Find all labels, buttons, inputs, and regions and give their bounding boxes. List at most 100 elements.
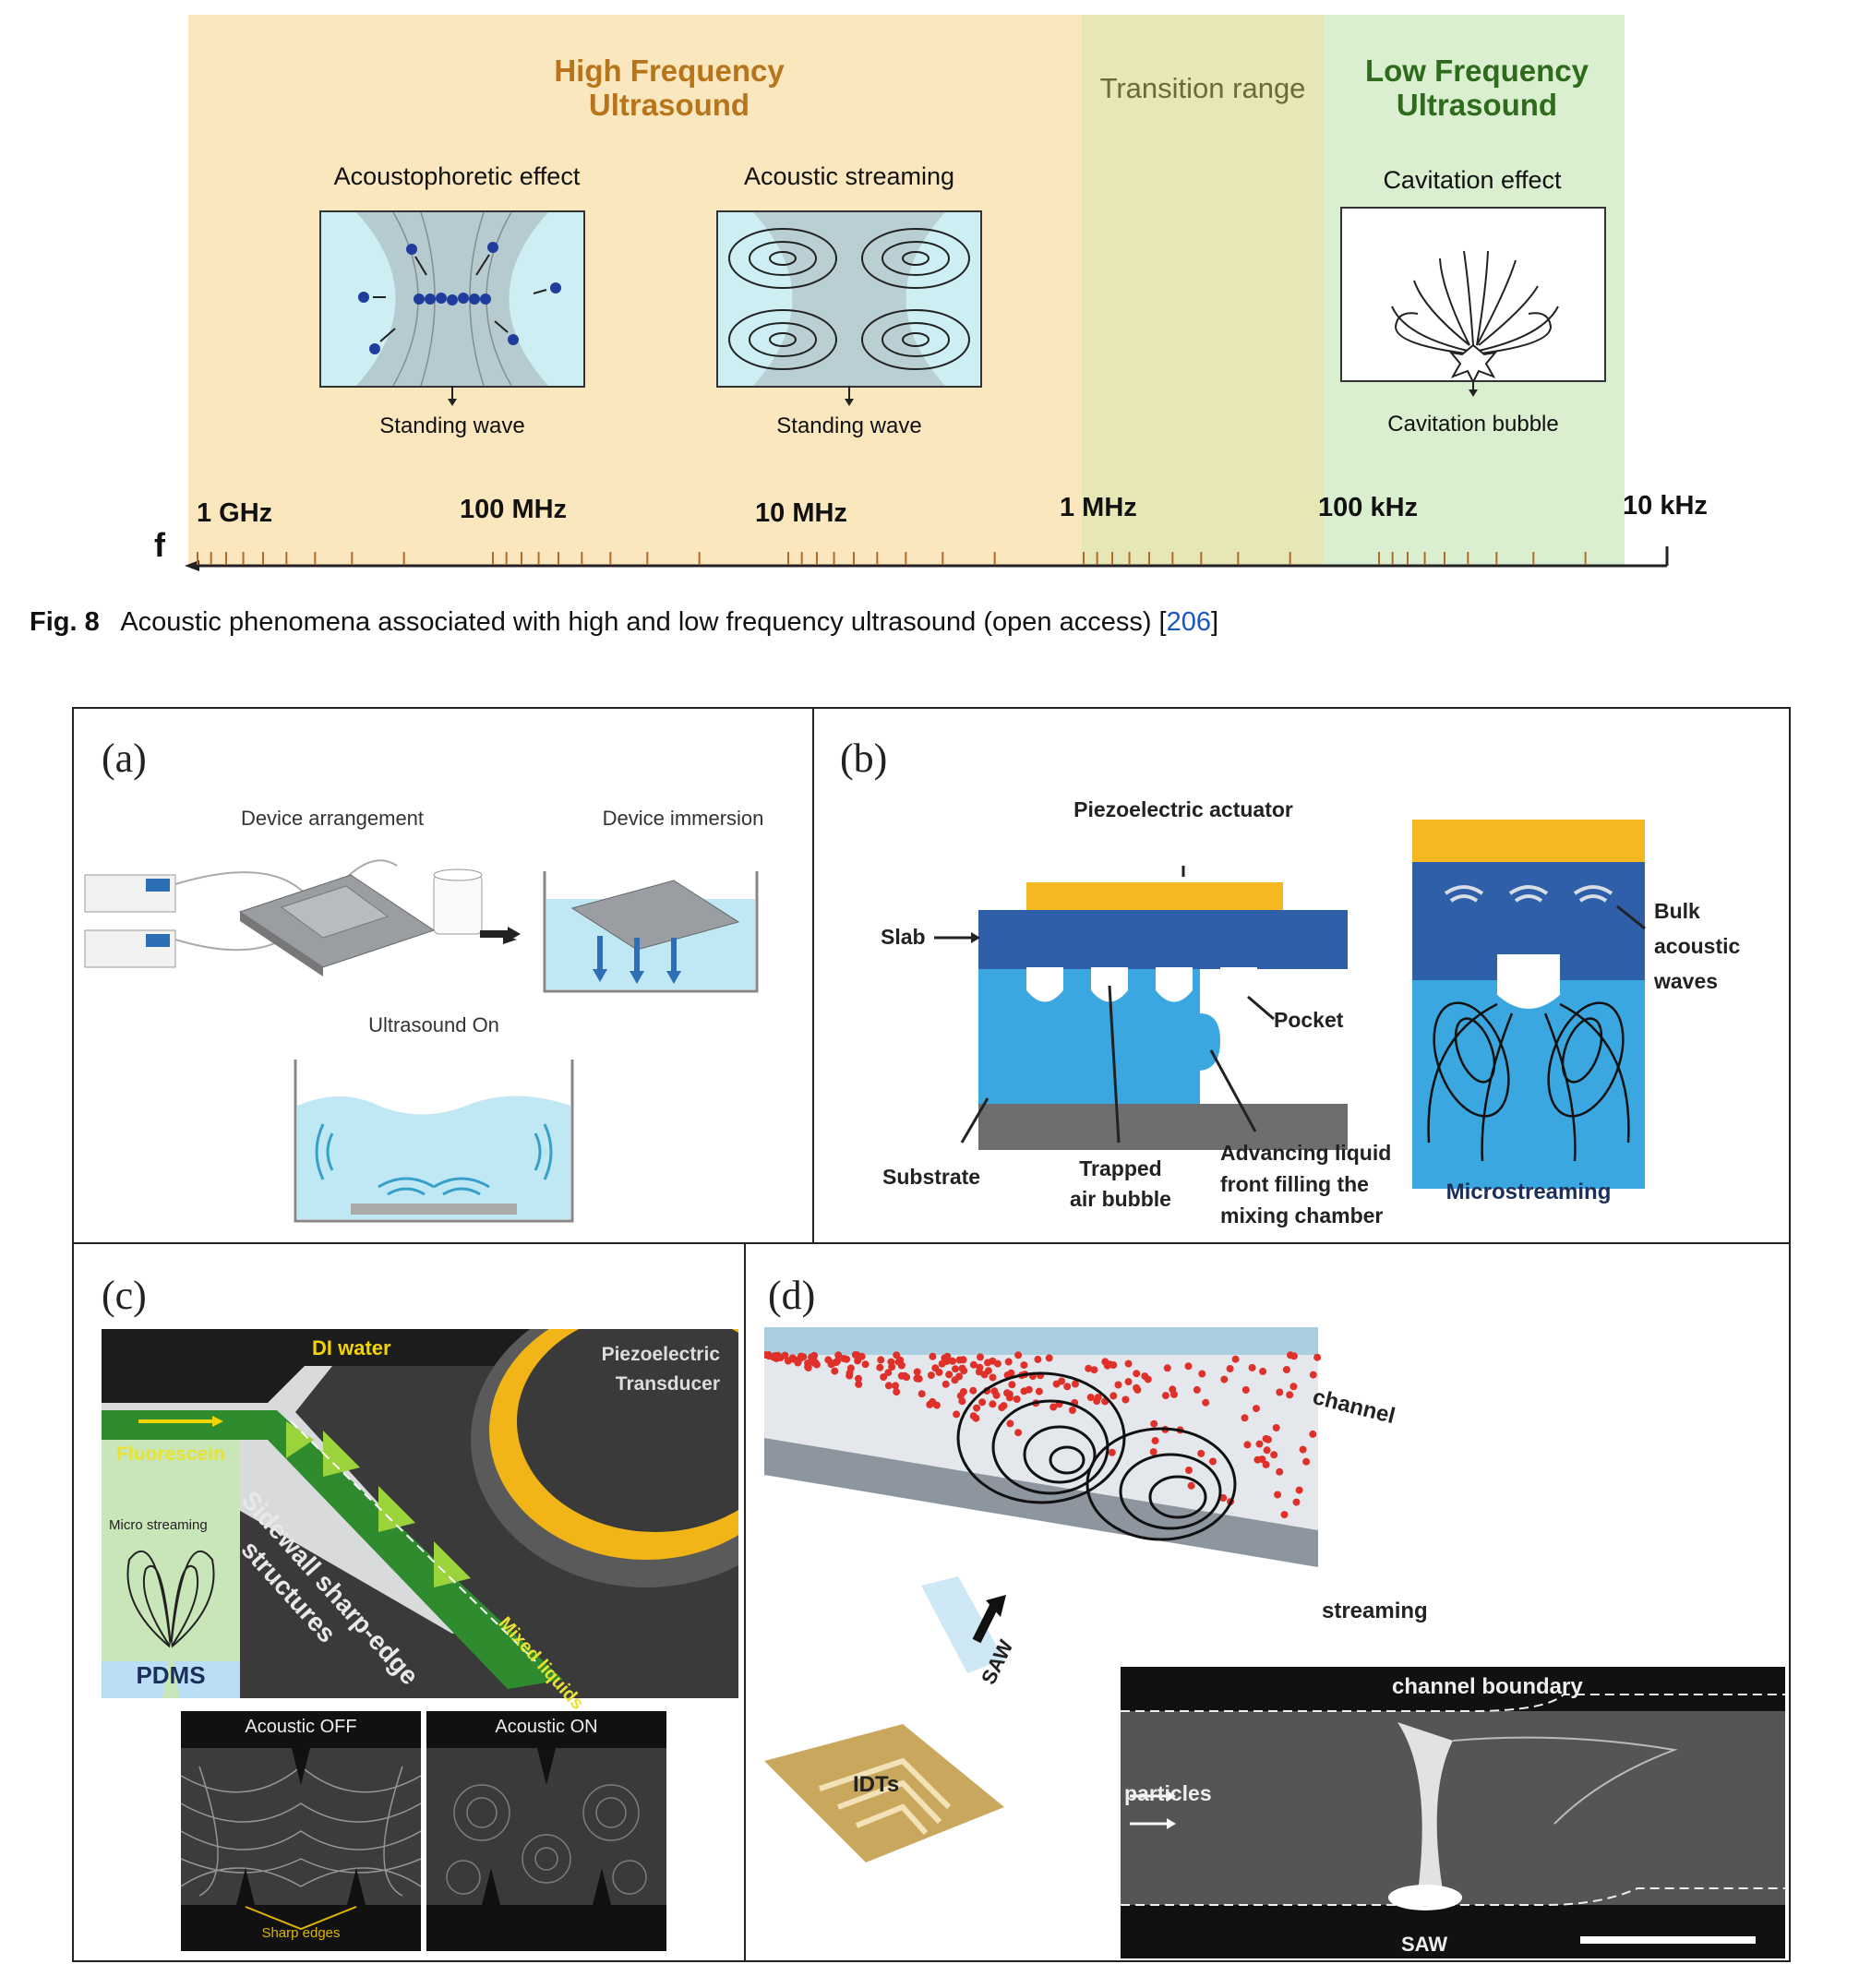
pdms-label: PDMS [136,1661,206,1689]
cavitation-diagram [1340,207,1606,397]
slab-label: Slab [881,925,926,949]
particle-dot [1014,1351,1023,1359]
device-immersion-diagram [480,871,759,993]
micro-streaming-label: Micro streaming [109,1517,208,1533]
piezo-transducer-label: Piezoelectric Transducer [572,1340,720,1399]
particle-dot [1313,1353,1322,1361]
particle-dot [1035,1387,1043,1395]
particle-dot [1045,1354,1053,1362]
substrate-label: Substrate [882,1165,981,1189]
particle-dot [1209,1457,1217,1466]
particle-dot [1289,1383,1298,1391]
particle-dot [833,1359,840,1366]
particle-dot [1287,1351,1294,1359]
particle-dot [1124,1359,1133,1368]
particle-dot [1005,1394,1013,1402]
particle-dot [884,1369,893,1377]
acoustic-streaming-diagram [716,210,982,406]
particle-dot [1248,1363,1256,1371]
panel-d-label: (d) [768,1273,816,1318]
particle-dot [1085,1364,1093,1372]
particle-dot [1243,1441,1252,1449]
particle-dot [945,1371,953,1379]
particle-dot [1068,1407,1076,1414]
particle-dot [846,1364,855,1372]
panel-a-label: (a) [102,736,147,781]
sharp-edges-label: Sharp edges [261,1925,341,1941]
particle-dot [1170,1390,1178,1398]
particle-dot [1014,1429,1023,1437]
particle-dot [969,1412,977,1420]
tick-10mhz: 10 MHz [755,498,847,528]
particle-dot [1187,1481,1195,1490]
piezo-transducer-line2: Transducer [615,1373,720,1395]
particle-dot [1276,1388,1284,1396]
particle-dot [831,1367,839,1375]
ultrasound-on-diagram [294,1060,574,1223]
panel-b-label: (b) [840,736,888,781]
particle-dot [1219,1494,1228,1502]
particle-dot [776,1354,785,1362]
channel-boundary-label: channel boundary [1392,1674,1583,1699]
particle-dot [935,1368,943,1376]
particle-dot [880,1373,888,1381]
particle-dot [1121,1395,1130,1404]
cavitation-bubble-label: Cavitation bubble [1387,412,1559,437]
particle-dot [1086,1394,1095,1401]
particle-dot [1263,1446,1271,1455]
fluorescein-label: Fluorescein [116,1443,225,1465]
particle-dot [1253,1455,1262,1464]
particle-dot [1270,1451,1278,1459]
particle-dot [887,1358,895,1366]
particle-dot [1198,1370,1206,1378]
acoustic-off-image [181,1711,421,1951]
particle-dot [784,1357,792,1365]
particle-dot [893,1388,901,1396]
particle-dot [854,1357,862,1365]
particle-dot [1265,1435,1272,1443]
particle-dot [1220,1375,1229,1383]
particle-dot [1108,1448,1116,1456]
particle-dot [853,1351,861,1359]
particle-dot [998,1404,1006,1412]
trapped-line1: Trapped [1079,1156,1162,1180]
advancing-line1: Advancing liquid [1220,1141,1392,1165]
particle-dot [855,1374,862,1383]
caption-label: Fig. 8 [30,607,100,637]
caption-ref-link[interactable]: 206 [1166,607,1211,637]
particle-dot [1090,1366,1098,1374]
particle-dot [1286,1391,1294,1399]
cavitation-title: Cavitation effect [1383,166,1562,194]
particle-dot [1093,1397,1101,1406]
particle-dot [1272,1424,1280,1431]
particle-dot [1241,1386,1250,1394]
particle-dot [960,1367,968,1375]
caption-close: ] [1210,607,1219,637]
particle-dot [1309,1430,1317,1438]
particle-dot [1013,1395,1021,1403]
particle-dot [1226,1365,1234,1372]
particle-dot [913,1374,921,1383]
transition-region [1082,15,1324,565]
particle-dot [1049,1403,1058,1411]
particle-dot [1163,1364,1171,1372]
particle-dot [1295,1486,1303,1494]
particle-dot [969,1360,977,1369]
particle-dot [1292,1498,1301,1506]
particle-dot [893,1351,901,1359]
frequency-axis [185,546,1669,571]
particle-dot [894,1358,903,1366]
idts-label: IDTs [853,1772,900,1797]
particle-dot [989,1357,997,1365]
particle-dot [989,1400,997,1408]
acoustophoretic-title: Acoustophoretic effect [333,162,581,190]
particle-dot [1197,1449,1205,1457]
particle-dot [834,1351,843,1359]
particle-dot [956,1392,965,1400]
particle-dot [843,1355,851,1363]
tick-100khz: 100 kHz [1318,493,1419,522]
particle-dot [969,1386,977,1395]
particle-dot [1193,1385,1201,1394]
panel-a: (a) Device arrangement Device immersion … [72,707,814,1244]
particle-dot [855,1380,863,1388]
